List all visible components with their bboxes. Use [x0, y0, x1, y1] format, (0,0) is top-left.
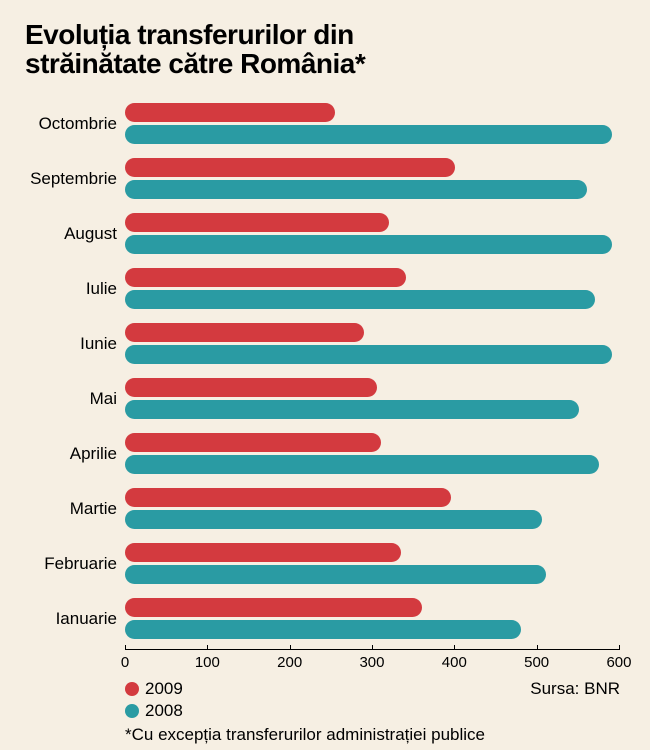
category-label: August	[25, 224, 125, 244]
bar-group	[125, 103, 620, 144]
bar-2008	[125, 455, 599, 474]
bar-2009	[125, 158, 455, 177]
x-tick-label: 600	[604, 654, 634, 671]
category-label: Iulie	[25, 279, 125, 299]
bar-group	[125, 213, 620, 254]
category-label: Octombrie	[25, 114, 125, 134]
chart-area: Octombrie Septembrie August Iulie Iunie Mai Ap…	[25, 99, 620, 745]
bar-2008	[125, 565, 546, 584]
category-label: Martie	[25, 499, 125, 519]
legend-item: 2008	[125, 701, 183, 721]
footnote: *Cu excepția transferurilor administrați…	[125, 725, 620, 745]
bar-row: Aprilie	[25, 429, 620, 479]
x-tick-label: 400	[439, 654, 469, 671]
x-tick: 100	[207, 650, 208, 679]
bar-row: Mai	[25, 374, 620, 424]
title-line-2: străinătate către România*	[25, 48, 365, 79]
bar-group	[125, 323, 620, 364]
bar-2008	[125, 235, 612, 254]
bar-group	[125, 598, 620, 639]
legend-row: 20092008 Sursa: BNR	[125, 679, 620, 721]
bar-2008	[125, 290, 595, 309]
bar-2009	[125, 378, 377, 397]
bar-2008	[125, 125, 612, 144]
bar-2009	[125, 488, 451, 507]
bar-2009	[125, 213, 389, 232]
bar-row: Februarie	[25, 539, 620, 589]
bar-2009	[125, 433, 381, 452]
bar-2009	[125, 103, 335, 122]
bar-row: August	[25, 209, 620, 259]
bar-2008	[125, 345, 612, 364]
chart-title: Evoluția transferurilor din străinătate …	[25, 20, 625, 79]
x-tick: 400	[454, 650, 455, 679]
category-label: Septembrie	[25, 169, 125, 189]
legend-swatch	[125, 704, 139, 718]
source-label: Sursa: BNR	[530, 679, 620, 699]
x-tick-label: 300	[357, 654, 387, 671]
bar-group	[125, 378, 620, 419]
legend-label: 2009	[145, 679, 183, 699]
bar-2008	[125, 400, 579, 419]
category-label: Iunie	[25, 334, 125, 354]
bar-group	[125, 543, 620, 584]
bar-2008	[125, 620, 521, 639]
bar-group	[125, 433, 620, 474]
bar-2009	[125, 323, 364, 342]
legend-swatch	[125, 682, 139, 696]
x-tick: 200	[290, 650, 291, 679]
bar-row: Octombrie	[25, 99, 620, 149]
category-label: Februarie	[25, 554, 125, 574]
x-tick-label: 0	[110, 654, 140, 671]
category-label: Mai	[25, 389, 125, 409]
bar-row: Iulie	[25, 264, 620, 314]
bar-row: Septembrie	[25, 154, 620, 204]
legend-label: 2008	[145, 701, 183, 721]
legend: 20092008	[125, 679, 183, 721]
bar-row: Martie	[25, 484, 620, 534]
x-tick: 500	[537, 650, 538, 679]
category-label: Ianuarie	[25, 609, 125, 629]
bar-group	[125, 158, 620, 199]
bar-row: Ianuarie	[25, 594, 620, 644]
x-tick: 300	[372, 650, 373, 679]
x-tick-label: 500	[522, 654, 552, 671]
bar-2009	[125, 598, 422, 617]
x-axis: 0 100 200 300 400 500 600	[125, 649, 620, 679]
x-tick-label: 200	[275, 654, 305, 671]
bar-rows: Octombrie Septembrie August Iulie Iunie Mai Ap…	[25, 99, 620, 644]
legend-item: 2009	[125, 679, 183, 699]
bar-group	[125, 488, 620, 529]
bar-2008	[125, 180, 587, 199]
x-tick-label: 100	[192, 654, 222, 671]
bar-2009	[125, 543, 401, 562]
bar-2009	[125, 268, 406, 287]
title-line-1: Evoluția transferurilor din	[25, 19, 354, 50]
x-tick: 600	[619, 650, 620, 679]
x-tick: 0	[125, 650, 126, 679]
bar-2008	[125, 510, 542, 529]
bar-group	[125, 268, 620, 309]
category-label: Aprilie	[25, 444, 125, 464]
bar-row: Iunie	[25, 319, 620, 369]
